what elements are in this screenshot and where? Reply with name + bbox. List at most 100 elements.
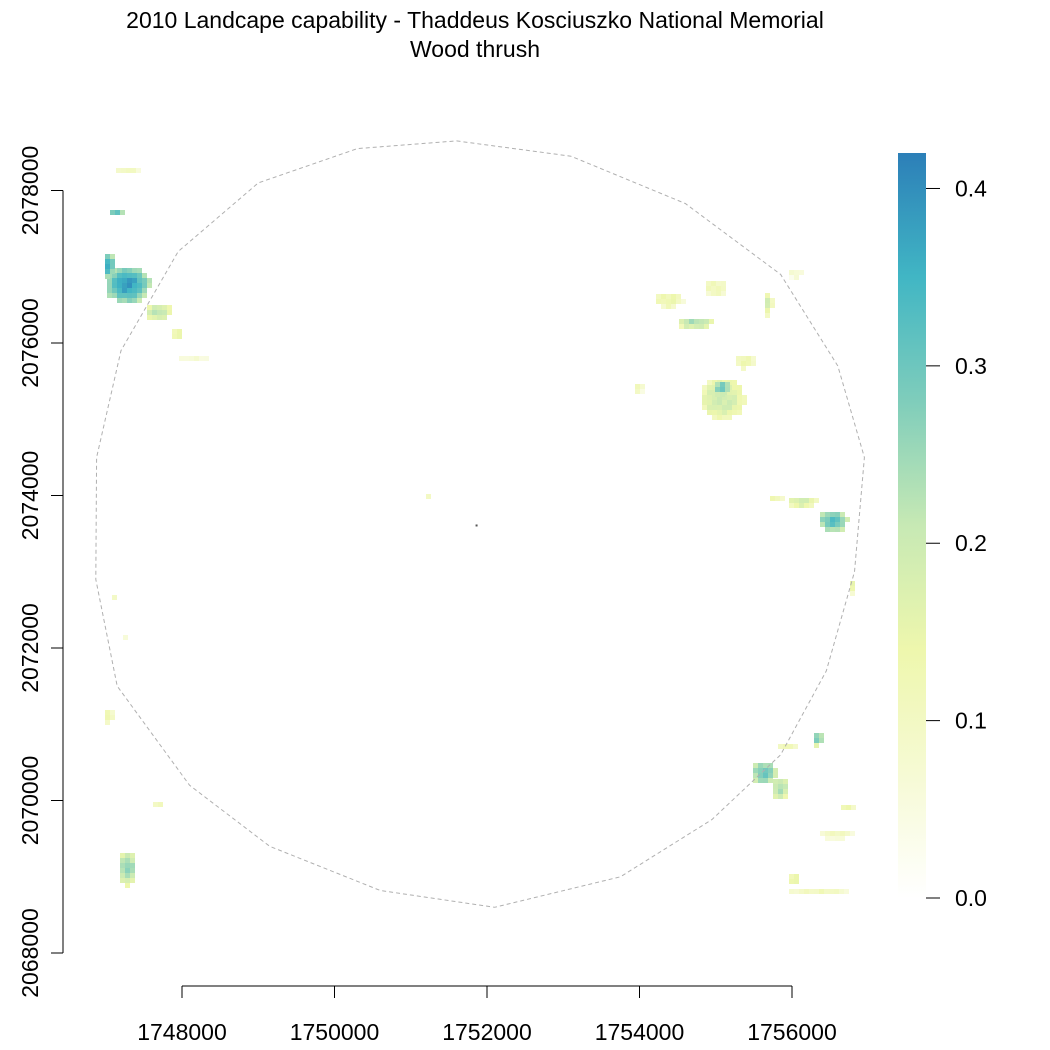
raster-cell [123,635,128,640]
habitat-patch [820,512,850,532]
y-tick-label: 2070000 [17,756,43,846]
habitat-patch [789,889,849,894]
habitat-patch [850,581,855,596]
raster-cell [152,305,157,310]
raster-cell [830,527,835,532]
raster-cell [426,494,431,499]
habitat-patch [778,744,798,749]
raster-cell [704,319,709,324]
raster-cell [725,382,730,387]
raster-cell [765,298,770,303]
raster-cell [706,291,711,296]
raster-cell [666,294,671,299]
y-tick-label: 2076000 [17,298,43,388]
raster-cell [112,278,117,283]
raster-cell [689,319,694,324]
raster-cell [778,784,783,789]
raster-cell [194,356,199,361]
raster-cell [105,274,110,279]
raster-cell [707,380,712,385]
raster-cell [105,264,110,269]
raster-cell [147,283,152,288]
raster-cell [763,778,768,783]
raster-cell [117,278,122,283]
habitat-patch [110,210,125,215]
raster-cell [132,268,137,273]
raster-cell [778,789,783,794]
raster-cell [722,395,727,400]
raster-cell [130,853,135,858]
raster-cell [699,324,704,329]
raster-cell [142,283,147,288]
raster-cell [127,298,132,303]
habitat-patch [770,496,785,501]
raster-cell [661,294,666,299]
raster-cell [122,278,127,283]
raster-cell [830,512,835,517]
raster-cell [107,293,112,298]
habitat-patch [773,779,788,799]
raster-cell [684,324,689,329]
raster-cell [656,299,661,304]
raster-cell [751,361,756,366]
raster-cell [753,773,758,778]
habitat-patch [841,805,856,810]
raster-cell [783,794,788,799]
x-tick-label: 1752000 [442,1019,532,1045]
raster-cell [794,498,799,503]
raster-cell [742,400,747,405]
raster-cell [799,503,804,508]
raster-cell [112,273,117,278]
raster-cell [835,517,840,522]
boundary-line [95,140,865,908]
raster-cell [132,283,137,288]
raster-cell [720,392,725,397]
raster-cell [142,293,147,298]
habitat-patch [120,853,135,888]
raster-cell [809,503,814,508]
raster-cell [130,868,135,873]
raster-cell [773,789,778,794]
raster-cell [110,259,115,264]
raster-cell [127,268,132,273]
y-axis: 2068000 2070000 2072000 2074000 2076000 20780… [17,146,64,998]
raster-cell [788,744,793,749]
raster-cell [722,405,727,410]
raster-cell [172,334,177,339]
raster-cell [107,283,112,288]
raster-cell [737,395,742,400]
raster-cell [117,268,122,273]
raster-cell [117,298,122,303]
raster-cell [775,496,780,501]
raster-cell [157,315,162,320]
raster-cell [840,831,845,836]
raster-cell [120,853,125,858]
raster-cell [707,395,712,400]
raster-cell [794,879,799,884]
raster-cell [732,400,737,405]
raster-cell [105,720,110,725]
raster-cell [841,805,846,810]
raster-cell [789,879,794,884]
raster-cell [712,385,717,390]
raster-cell [721,286,726,291]
raster-cell [732,410,737,415]
raster-cell [780,496,785,501]
raster-cell [107,288,112,293]
raster-cell [778,794,783,799]
habitat-patch [656,294,686,309]
raster-cell [707,400,712,405]
chart-title: 2010 Landcape capability - Thaddeus Kosc… [126,7,824,33]
raster-cell [105,710,110,715]
raster-cell [814,738,819,743]
raster-cell [717,405,722,410]
raster-cell [850,831,855,836]
raster-cell [778,779,783,784]
raster-cell [712,400,717,405]
raster-cell [804,503,809,508]
raster-cell [727,410,732,415]
raster-cell [704,324,709,329]
raster-cell [676,294,681,299]
raster-cell [725,387,730,392]
raster-cell [814,733,819,738]
